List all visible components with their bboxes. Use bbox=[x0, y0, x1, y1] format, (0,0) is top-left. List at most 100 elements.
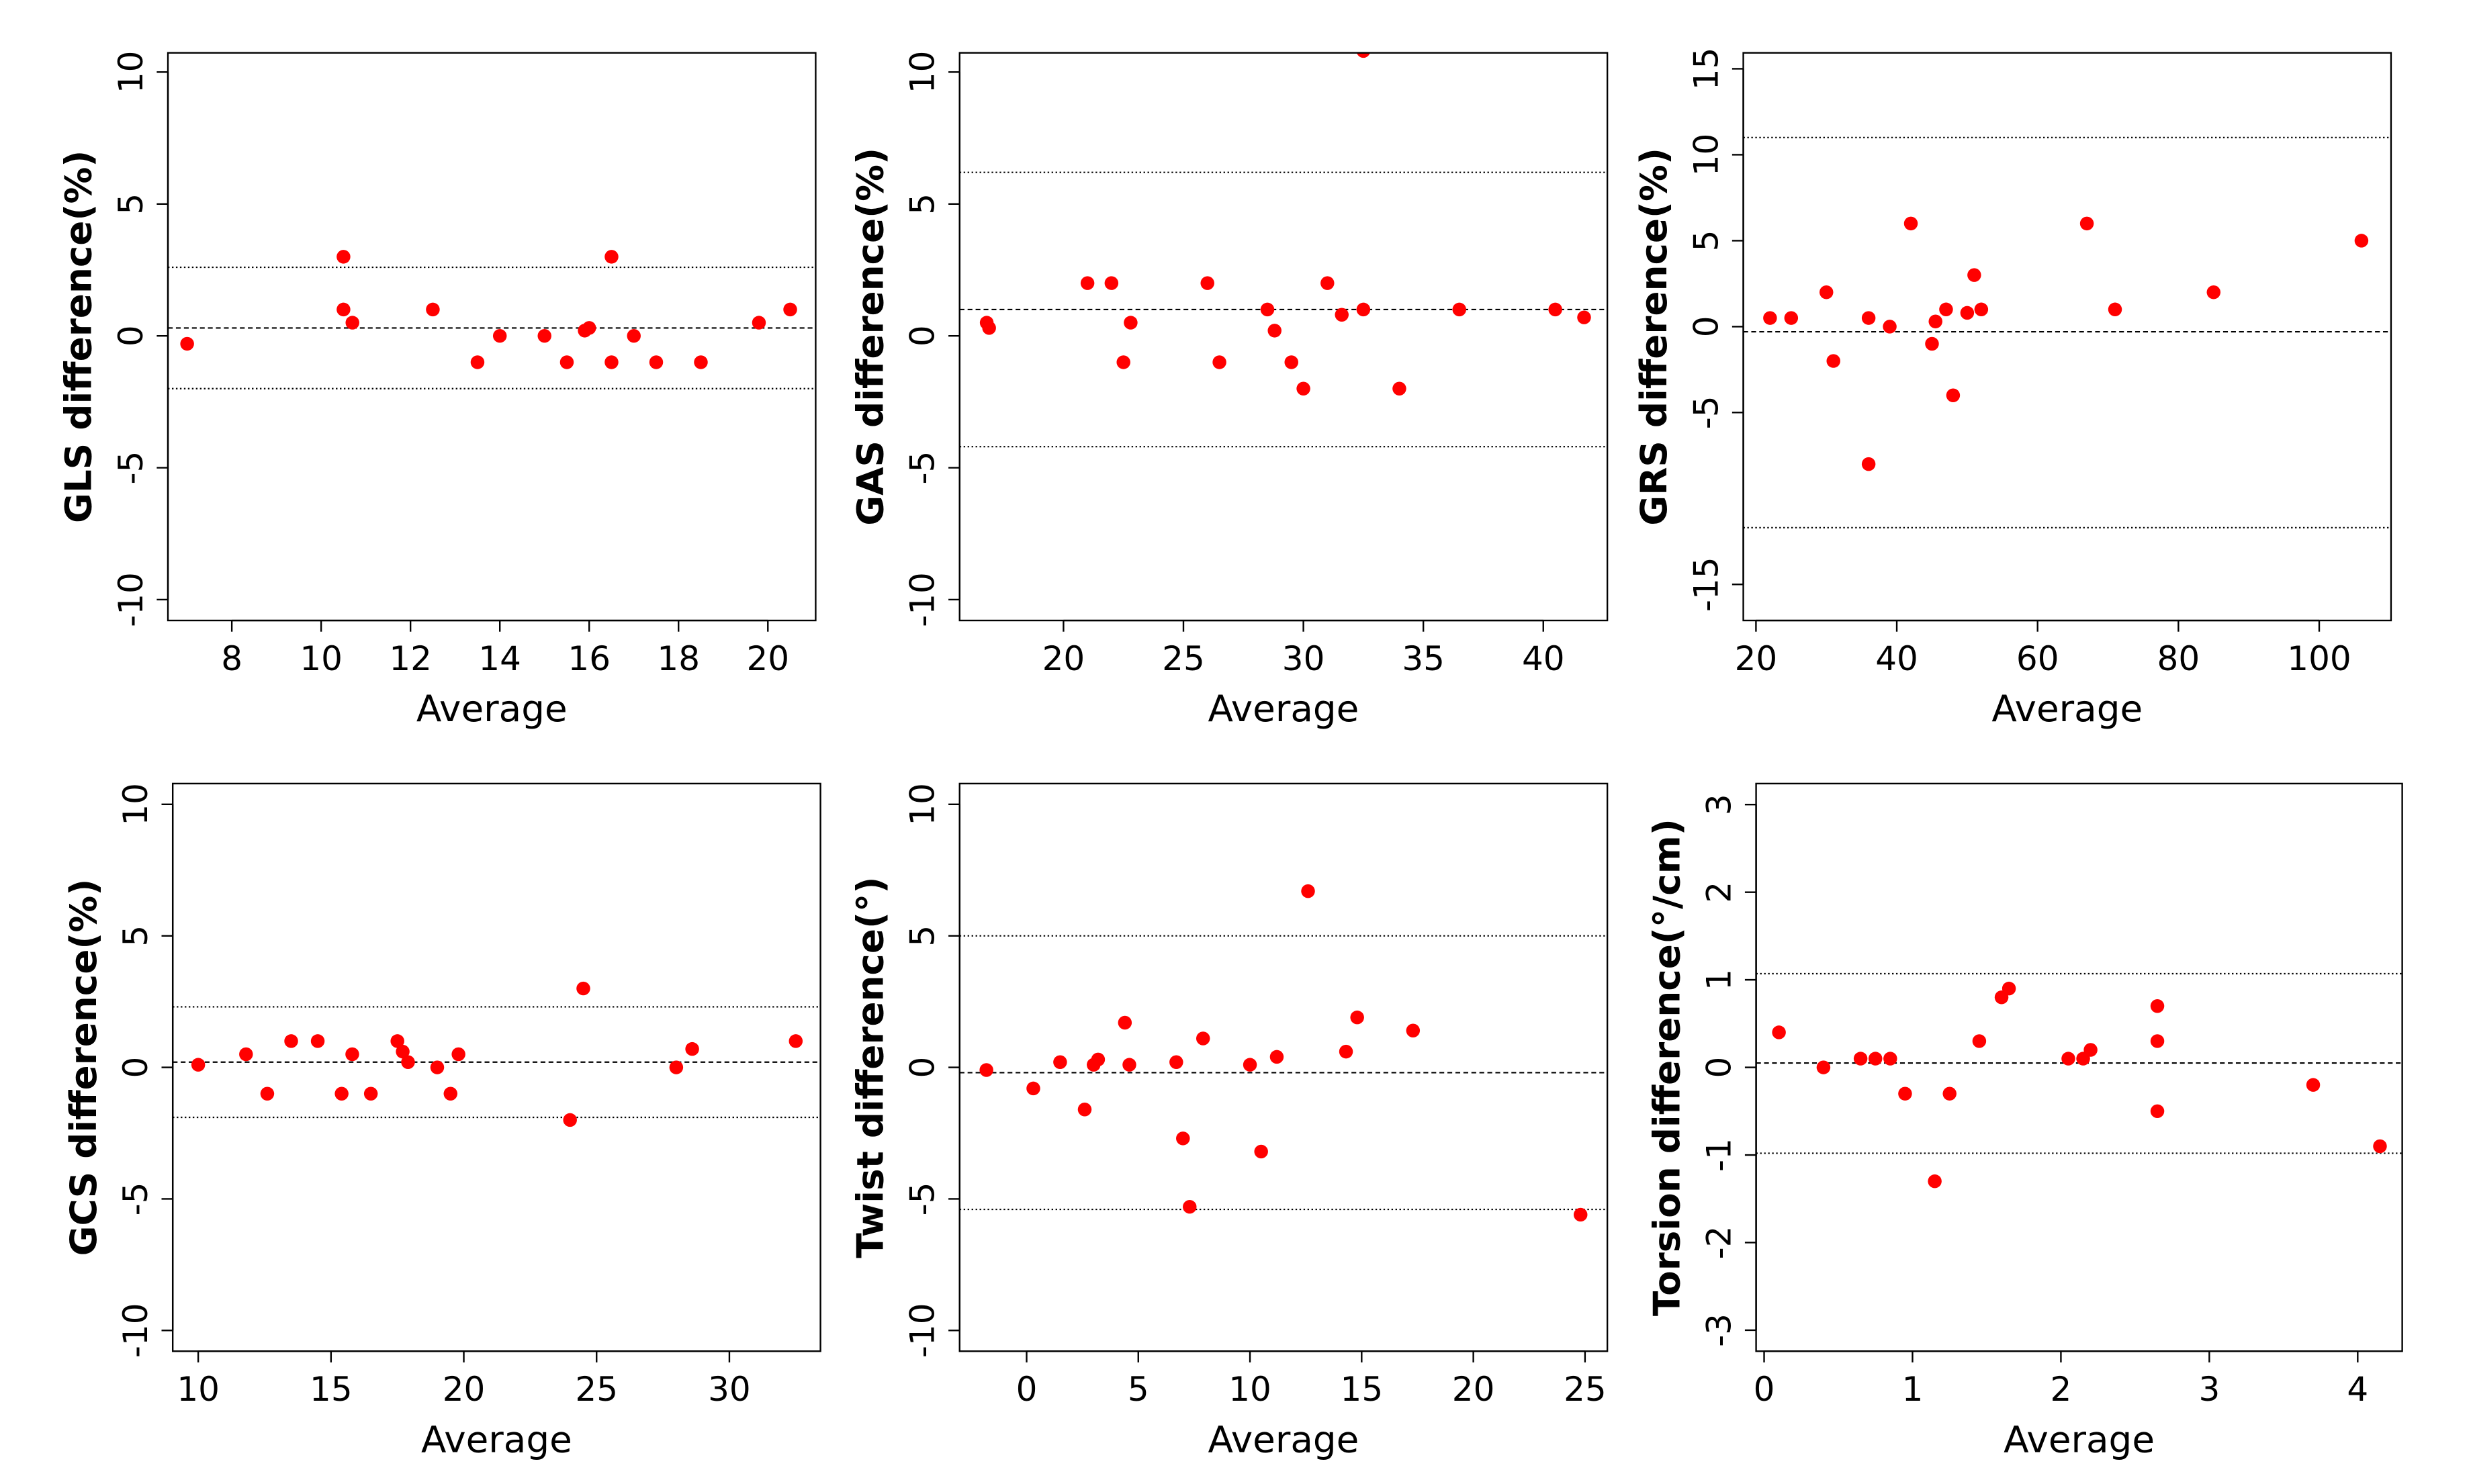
data-point bbox=[789, 1034, 803, 1048]
data-point bbox=[1967, 268, 1981, 282]
data-point bbox=[1196, 1031, 1210, 1046]
y-axis-label: GLS difference(%) bbox=[57, 150, 100, 523]
data-point bbox=[2002, 981, 2016, 996]
data-point bbox=[470, 355, 485, 369]
x-tick-label: 12 bbox=[389, 639, 432, 678]
data-point bbox=[1861, 457, 1876, 471]
x-tick-label: 20 bbox=[1735, 639, 1778, 678]
data-point bbox=[180, 336, 194, 351]
y-tick-label: -5 bbox=[116, 1182, 155, 1216]
x-tick-label: 0 bbox=[1754, 1370, 1775, 1409]
data-point bbox=[1212, 355, 1226, 369]
y-tick-label: -5 bbox=[903, 1182, 942, 1216]
data-point bbox=[336, 250, 351, 264]
y-tick-label: 5 bbox=[903, 193, 942, 215]
x-tick-label: 18 bbox=[657, 639, 700, 678]
data-point bbox=[1116, 355, 1130, 369]
x-tick-label: 80 bbox=[2157, 639, 2200, 678]
data-point bbox=[1577, 310, 1591, 324]
data-point bbox=[1284, 355, 1298, 369]
panel-5: 0 5 10 15 20 25 -10 -5 0 5 10 Average Twist differen… bbox=[848, 782, 1609, 1460]
data-point bbox=[451, 1047, 465, 1062]
x-axis-label: Average bbox=[416, 687, 568, 730]
data-point bbox=[310, 1034, 325, 1048]
x-tick-label: 16 bbox=[568, 639, 611, 678]
y-tick-label: 5 bbox=[111, 193, 150, 215]
data-point bbox=[1267, 324, 1282, 338]
data-point bbox=[752, 316, 766, 330]
data-point bbox=[345, 316, 359, 330]
data-point bbox=[239, 1047, 253, 1062]
y-tick-label: -10 bbox=[903, 1303, 942, 1358]
data-point bbox=[685, 1041, 699, 1056]
x-axis-label: Average bbox=[421, 1418, 572, 1460]
data-point bbox=[1772, 1025, 1786, 1039]
y-tick-label: 5 bbox=[903, 925, 942, 947]
data-point bbox=[559, 355, 574, 369]
y-tick-label: -5 bbox=[1687, 396, 1725, 429]
data-point bbox=[1972, 1034, 1987, 1048]
data-point bbox=[537, 328, 551, 343]
x-tick-label: 30 bbox=[708, 1370, 751, 1409]
data-point bbox=[1548, 302, 1562, 317]
data-point bbox=[260, 1086, 275, 1101]
x-tick-label: 4 bbox=[2347, 1370, 2368, 1409]
x-tick-label: 40 bbox=[1522, 639, 1565, 678]
data-point bbox=[1124, 316, 1138, 330]
points-group bbox=[1772, 981, 2387, 1189]
panel-1: 8 10 12 14 16 18 20 -10 -5 0 5 10 Average GLS differe… bbox=[57, 51, 817, 730]
data-point bbox=[1784, 311, 1799, 325]
data-point bbox=[1816, 1060, 1831, 1074]
data-point bbox=[1898, 1086, 1912, 1101]
x-tick-label: 2 bbox=[2051, 1370, 2072, 1409]
x-tick-label: 30 bbox=[1282, 639, 1325, 678]
x-tick-label: 20 bbox=[1042, 639, 1085, 678]
data-point bbox=[1452, 302, 1466, 317]
x-tick-label: 15 bbox=[310, 1370, 353, 1409]
data-point bbox=[1573, 1207, 1588, 1222]
data-point bbox=[2150, 1034, 2165, 1048]
data-point bbox=[1763, 311, 1777, 325]
data-point bbox=[1104, 276, 1119, 290]
data-point bbox=[1339, 1044, 1353, 1059]
data-point bbox=[1883, 1052, 1897, 1066]
data-point bbox=[563, 1113, 577, 1127]
data-point bbox=[1053, 1055, 1067, 1069]
x-tick-label: 35 bbox=[1402, 639, 1445, 678]
data-point bbox=[582, 321, 596, 335]
data-point bbox=[334, 1086, 349, 1101]
y-tick-label: 0 bbox=[903, 1057, 942, 1078]
plot-frame bbox=[958, 52, 1609, 622]
data-point bbox=[1406, 1023, 1421, 1037]
y-tick-label: 10 bbox=[111, 51, 150, 94]
data-point bbox=[1946, 388, 1961, 402]
data-point bbox=[2150, 999, 2165, 1013]
points-group bbox=[1763, 216, 2369, 471]
data-point bbox=[1183, 1199, 1197, 1214]
data-point bbox=[430, 1060, 445, 1074]
panel-2: 20 25 30 35 40 -10 -5 0 5 10 Average GAS difference… bbox=[848, 51, 1609, 730]
y-tick-label: 1 bbox=[1699, 969, 1738, 990]
data-point bbox=[1392, 381, 1406, 396]
data-point bbox=[1853, 1052, 1868, 1066]
data-point bbox=[1942, 1086, 1957, 1101]
data-point bbox=[390, 1034, 404, 1048]
y-tick-label: 10 bbox=[903, 783, 942, 826]
x-axis-label: Average bbox=[1208, 687, 1359, 730]
data-point bbox=[191, 1058, 206, 1072]
data-point bbox=[336, 302, 351, 317]
x-tick-label: 0 bbox=[1016, 1370, 1038, 1409]
x-axis-label: Average bbox=[1991, 687, 2143, 730]
y-tick-label: 0 bbox=[116, 1057, 155, 1078]
y-tick-label: 15 bbox=[1687, 48, 1725, 91]
data-point bbox=[979, 1063, 993, 1077]
y-tick-label: -15 bbox=[1687, 557, 1725, 612]
data-point bbox=[1861, 311, 1876, 325]
x-tick-label: 5 bbox=[1128, 1370, 1149, 1409]
data-point bbox=[345, 1047, 359, 1062]
data-point bbox=[1357, 52, 1370, 58]
data-point bbox=[627, 328, 641, 343]
data-point bbox=[1903, 216, 1918, 231]
panel-4: 10 15 20 25 30 -10 -5 0 5 10 Average GCS difference… bbox=[62, 782, 821, 1460]
